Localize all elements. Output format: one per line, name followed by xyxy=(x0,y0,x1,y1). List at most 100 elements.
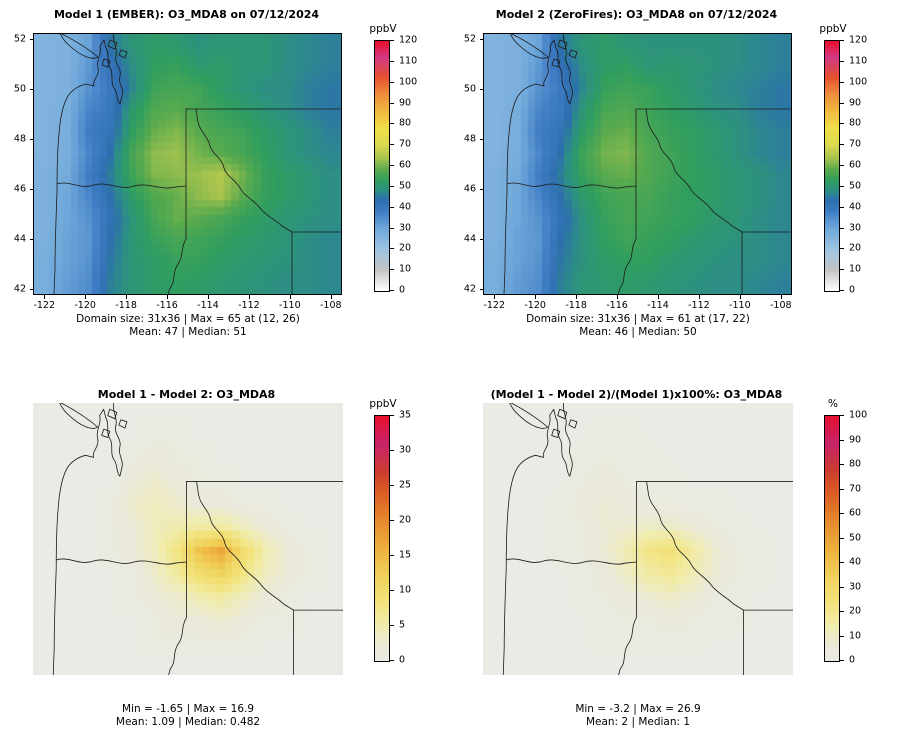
stats-line2: Mean: 2 | Median: 1 xyxy=(585,716,691,728)
colorbar-tick-mark xyxy=(390,248,394,250)
x-tick-mark xyxy=(780,295,782,299)
colorbar-tick-mark xyxy=(840,537,844,539)
colorbar-tick-label: 100 xyxy=(849,76,868,88)
y-tick-label: 42 xyxy=(463,283,476,295)
x-tick-label: -120 xyxy=(524,300,546,311)
stats-line1: Domain size: 31x36 | Max = 61 at (17, 22… xyxy=(526,313,750,325)
colorbar-tick-label: 110 xyxy=(849,55,868,67)
map-outline xyxy=(53,34,341,294)
heatmap-canvas xyxy=(34,34,341,294)
y-tick-mark xyxy=(30,189,34,190)
colorbar-tick-mark xyxy=(390,206,394,208)
panel-difference: Model 1 - Model 2: O3_MDA8 ppbV 0 5 10 15 20… xyxy=(0,376,450,752)
colorbar-tick-mark xyxy=(840,60,844,62)
colorbar-tick-mark xyxy=(390,415,394,416)
colorbar-ticks: 0 10 20 30 40 50 60 70 80 90 100 xyxy=(840,410,874,666)
panel-model1: Model 1 (EMBER): O3_MDA8 on 07/12/2024 -… xyxy=(0,0,450,376)
colorbar-tick-mark xyxy=(390,123,394,125)
colorbar-tick-label: 10 xyxy=(399,263,412,275)
y-tick-mark xyxy=(30,39,34,40)
x-tick-label: -118 xyxy=(115,300,137,311)
colorbar-tick-label: 25 xyxy=(399,479,412,491)
x-tick-label: -110 xyxy=(729,300,751,311)
stats-line1: Min = -3.2 | Max = 26.9 xyxy=(575,703,701,715)
colorbar-tick-mark xyxy=(840,206,844,208)
colorbar-tick-mark xyxy=(840,40,844,41)
y-tick-mark xyxy=(480,89,484,90)
colorbar-tick-label: 80 xyxy=(399,117,412,129)
y-tick-label: 52 xyxy=(463,33,476,45)
colorbar-tick-label: 60 xyxy=(849,507,862,519)
colorbar-title: ppbV xyxy=(369,23,397,35)
colorbar-tick-label: 20 xyxy=(849,605,862,617)
x-tick-label: -108 xyxy=(769,300,792,311)
colorbar-tick-label: 90 xyxy=(849,434,862,445)
colorbar-tick-label: 30 xyxy=(399,222,412,233)
colorbar-tick-label: 0 xyxy=(849,654,856,666)
colorbar: ppbV 0 10 20 30 40 50 60 70 80 90 100 110 120 xyxy=(369,23,417,296)
colorbar-tick-label: 100 xyxy=(399,76,418,88)
x-tick-label: -116 xyxy=(606,300,628,311)
map-plot xyxy=(483,403,793,675)
x-tick-mark xyxy=(167,295,169,299)
panel-title: (Model 1 - Model 2)/(Model 1)x100%: O3_M… xyxy=(490,388,783,401)
x-axis-ticks: -122 -120 -118 -116 -114 -112 -110 -108 xyxy=(483,294,792,312)
colorbar-tick-mark xyxy=(840,660,844,661)
colorbar-tick-label: 110 xyxy=(399,55,418,67)
colorbar-tick-mark xyxy=(840,227,844,229)
x-tick-mark xyxy=(207,295,209,299)
colorbar-tick-label: 50 xyxy=(849,532,862,543)
colorbar-tick-label: 10 xyxy=(849,630,862,641)
map-outline xyxy=(52,403,343,675)
colorbar-title: ppbV xyxy=(819,23,847,35)
colorbar-tick-mark xyxy=(390,450,394,451)
heatmap-canvas xyxy=(484,34,791,294)
colorbar-tick-label: 120 xyxy=(399,34,418,46)
colorbar-tick-mark xyxy=(840,488,844,490)
colorbar-tick-mark xyxy=(840,415,844,416)
map-plot xyxy=(33,403,343,675)
colorbar-tick-label: 90 xyxy=(849,97,862,108)
colorbar-tick-mark xyxy=(840,185,844,187)
colorbar-tick-label: 0 xyxy=(399,284,406,296)
heatmap-canvas xyxy=(483,403,793,675)
map-plot: -122 -120 -118 -116 -114 -112 -110 -108 42 44 46 4… xyxy=(464,33,792,311)
colorbar-tick-label: 120 xyxy=(849,34,868,46)
x-tick-label: -114 xyxy=(197,300,219,311)
y-tick-label: 46 xyxy=(463,183,476,195)
y-tick-mark xyxy=(30,239,34,240)
colorbar-tick-label: 50 xyxy=(849,180,862,192)
y-tick-label: 48 xyxy=(13,133,26,145)
colorbar-tick-label: 40 xyxy=(849,201,862,213)
colorbar-tick-label: 20 xyxy=(399,242,412,254)
stats-line2: Mean: 47 | Median: 51 xyxy=(129,326,247,338)
colorbar-tick-mark xyxy=(390,81,394,83)
colorbar-tick-label: 70 xyxy=(849,483,862,494)
x-tick-label: -116 xyxy=(156,300,178,311)
colorbar-tick-mark xyxy=(390,590,394,591)
colorbar-tick-label: 50 xyxy=(399,180,412,192)
stats-line2: Mean: 46 | Median: 50 xyxy=(579,326,697,338)
x-tick-mark xyxy=(535,295,537,299)
colorbar: ppbV 0 10 20 30 40 50 60 70 80 90 100 110 120 xyxy=(819,23,867,296)
y-tick-label: 48 xyxy=(463,133,476,145)
colorbar-tick-label: 10 xyxy=(849,263,862,275)
colorbar-ticks: 0 5 10 15 20 25 30 35 xyxy=(390,410,424,666)
colorbar-canvas xyxy=(824,415,840,662)
x-tick-mark xyxy=(657,295,659,299)
colorbar-tick-mark xyxy=(390,144,394,146)
y-tick-mark xyxy=(30,89,34,90)
x-tick-label: -112 xyxy=(238,300,260,311)
y-tick-label: 44 xyxy=(463,233,476,245)
colorbar-tick-mark xyxy=(840,269,844,271)
x-tick-mark xyxy=(85,295,87,299)
colorbar-tick-mark xyxy=(840,102,844,104)
colorbar-title: ppbV xyxy=(369,398,397,410)
map-plot: -122 -120 -118 -116 -114 -112 -110 -108 42 44 46 4… xyxy=(14,33,342,311)
x-tick-mark xyxy=(44,295,46,299)
x-tick-mark xyxy=(289,295,291,299)
colorbar-tick-label: 30 xyxy=(849,581,862,592)
colorbar-tick-mark xyxy=(840,81,844,83)
x-tick-label: -114 xyxy=(647,300,669,311)
colorbar-tick-mark xyxy=(390,625,394,626)
